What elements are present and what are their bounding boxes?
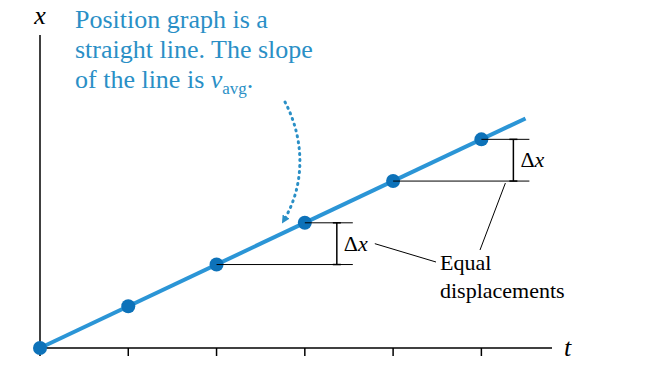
svg-text:Position graph is a: Position graph is a [75, 5, 268, 34]
svg-text:Equal: Equal [440, 250, 491, 275]
svg-text:displacements: displacements [440, 278, 565, 303]
svg-text:x: x [33, 1, 46, 30]
svg-text:Δx: Δx [520, 147, 544, 172]
svg-text:Δx: Δx [344, 231, 368, 256]
svg-text:of the line is vavg.: of the line is vavg. [75, 65, 253, 98]
svg-text:straight line. The slope: straight line. The slope [75, 35, 313, 64]
svg-text:t: t [564, 333, 572, 362]
